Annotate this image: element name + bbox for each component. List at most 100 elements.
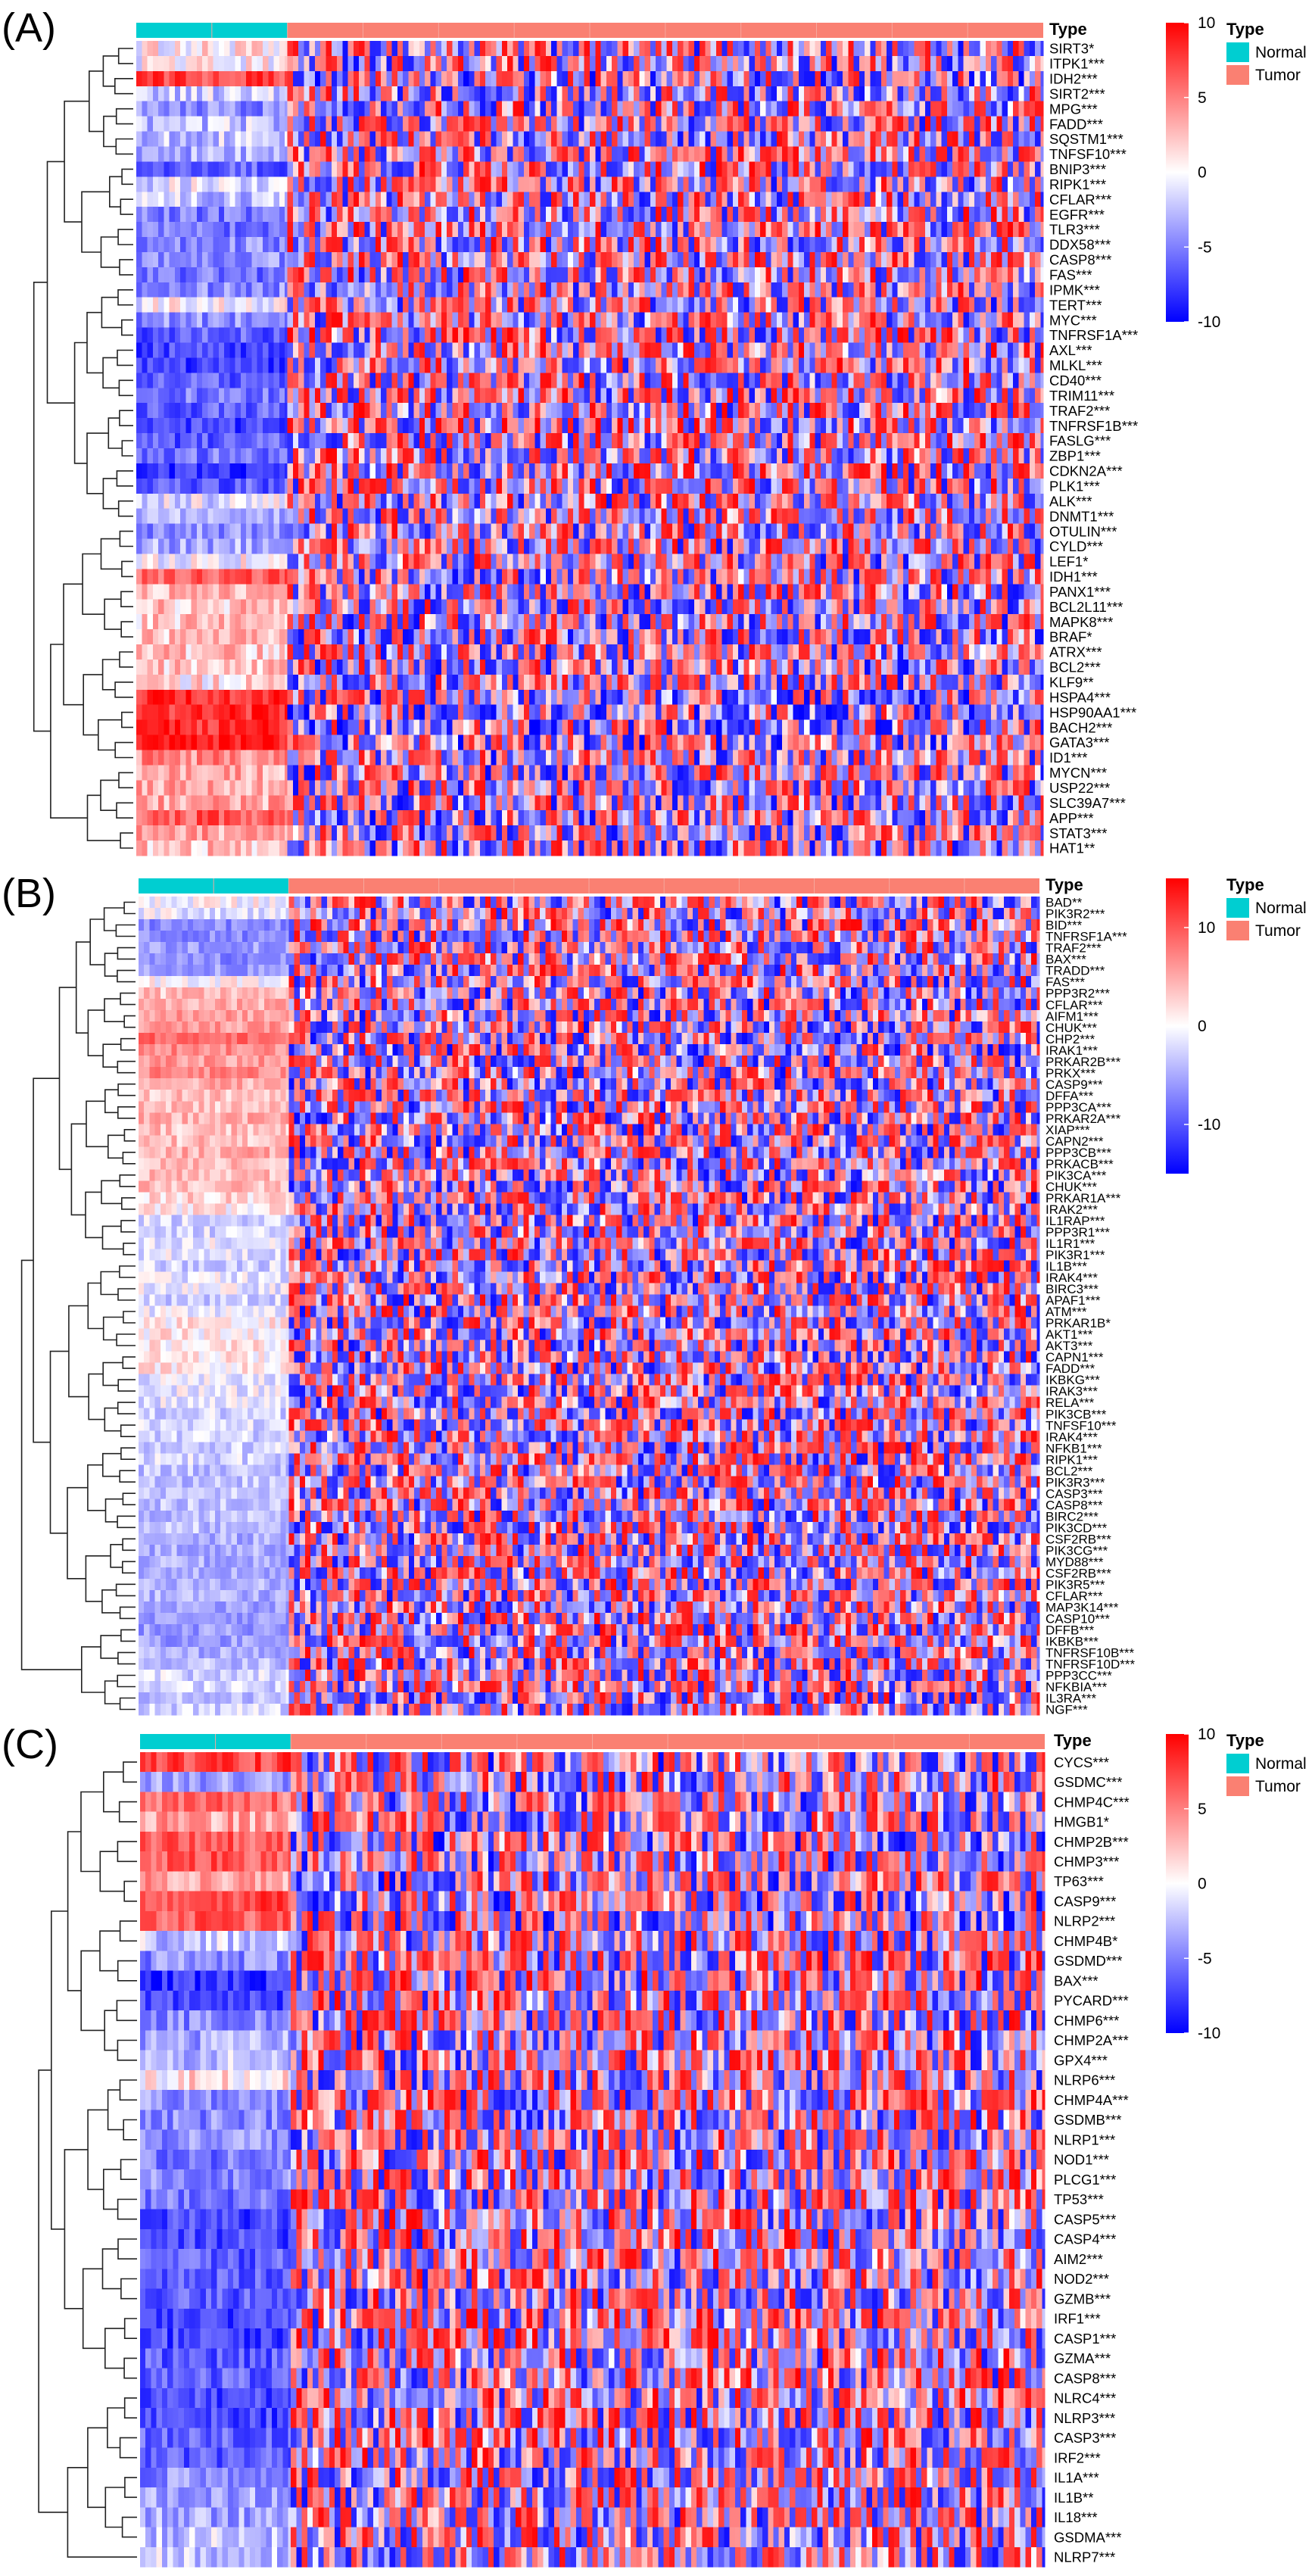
heatmap-cell — [235, 86, 242, 101]
heatmap-cell — [180, 117, 186, 132]
heatmap-cell — [332, 132, 338, 147]
heatmap-cell — [419, 207, 425, 222]
heatmap-cell — [246, 161, 252, 176]
heatmap-cell — [507, 56, 513, 71]
heatmap-cell — [705, 176, 711, 192]
heatmap-cell — [164, 101, 170, 117]
heatmap-cell — [645, 161, 651, 176]
heatmap-cell — [224, 146, 230, 161]
heatmap-cell — [645, 56, 651, 71]
heatmap-cell — [213, 56, 220, 71]
heatmap-cell — [170, 132, 176, 147]
heatmap-cell — [403, 161, 409, 176]
heatmap-cell — [733, 117, 739, 132]
heatmap-cell — [612, 132, 618, 147]
heatmap-cell — [876, 176, 882, 192]
heatmap-cell — [153, 207, 159, 222]
heatmap-cell — [458, 161, 464, 176]
heatmap-cell — [386, 41, 392, 56]
heatmap-cell — [463, 101, 469, 117]
heatmap-cell — [197, 207, 203, 222]
heatmap-cell — [485, 146, 491, 161]
heatmap-cell — [1030, 71, 1036, 86]
heatmap-cell — [980, 117, 986, 132]
heatmap-cell — [279, 192, 285, 207]
heatmap-cell — [268, 207, 274, 222]
heatmap-cell — [480, 101, 486, 117]
heatmap-cell — [219, 176, 225, 192]
heatmap-cell — [563, 101, 569, 117]
heatmap-cell — [952, 56, 958, 71]
heatmap-cell — [1013, 117, 1019, 132]
heatmap-cell — [765, 192, 771, 207]
heatmap-cell — [942, 176, 948, 192]
heatmap-cell — [787, 132, 793, 147]
heatmap-cell — [815, 101, 821, 117]
heatmap-cell — [164, 176, 170, 192]
heatmap-cell — [639, 86, 645, 101]
heatmap-cell — [1035, 56, 1041, 71]
heatmap-cell — [700, 56, 706, 71]
heatmap-cell — [546, 56, 552, 71]
heatmap-cell — [634, 146, 640, 161]
heatmap-cell — [556, 161, 563, 176]
heatmap-cell — [279, 132, 285, 147]
heatmap-cell — [743, 117, 749, 132]
heatmap-cell — [326, 101, 332, 117]
heatmap-cell — [1013, 41, 1019, 56]
heatmap-cell — [925, 117, 931, 132]
heatmap-cell — [914, 41, 920, 56]
heatmap-cell — [1008, 132, 1014, 147]
heatmap-cell — [942, 207, 948, 222]
heatmap-cell — [898, 71, 904, 86]
heatmap-cell — [870, 192, 876, 207]
heatmap-cell — [534, 101, 541, 117]
heatmap-cell — [694, 176, 700, 192]
heatmap-cell — [180, 41, 186, 56]
heatmap-cell — [809, 161, 815, 176]
heatmap-cell — [903, 71, 909, 86]
heatmap-cell — [452, 176, 458, 192]
heatmap-cell — [958, 86, 964, 101]
heatmap-cell — [996, 132, 1002, 147]
heatmap-cell — [342, 41, 348, 56]
heatmap-cell — [425, 161, 431, 176]
heatmap-cell — [497, 101, 503, 117]
heatmap-cell — [809, 117, 815, 132]
heatmap-cell — [584, 71, 591, 86]
heatmap-cell — [219, 161, 225, 176]
heatmap-cell — [332, 86, 338, 101]
heatmap-cell — [192, 56, 198, 71]
heatmap-cell — [397, 132, 404, 147]
heatmap-cell — [529, 117, 535, 132]
heatmap-cell — [848, 176, 854, 192]
heatmap-cell — [475, 146, 481, 161]
heatmap-cell — [865, 146, 871, 161]
heatmap-cell — [452, 56, 458, 71]
heatmap-cell — [1013, 176, 1019, 192]
heatmap-cell — [689, 41, 695, 56]
heatmap-cell — [386, 192, 392, 207]
heatmap-cell — [359, 101, 365, 117]
heatmap-cell — [546, 146, 552, 161]
heatmap-cell — [148, 222, 154, 237]
heatmap-cell — [359, 86, 365, 101]
heatmap-cell — [782, 101, 788, 117]
heatmap-cell — [337, 132, 343, 147]
heatmap-cell — [1018, 132, 1024, 147]
heatmap-cell — [534, 132, 541, 147]
heatmap-cell — [865, 56, 871, 71]
heatmap-cell — [436, 101, 442, 117]
heatmap-cell — [809, 71, 815, 86]
heatmap-cell — [386, 86, 392, 101]
heatmap-cell — [1018, 71, 1024, 86]
heatmap-cell — [952, 71, 958, 86]
heatmap-cell — [441, 207, 447, 222]
heatmap-cell — [342, 207, 348, 222]
heatmap-cell — [524, 117, 530, 132]
heatmap-cell — [263, 207, 269, 222]
heatmap-cell — [584, 192, 591, 207]
heatmap-cell — [876, 101, 882, 117]
heatmap-cell — [213, 117, 220, 132]
heatmap-cell — [920, 71, 926, 86]
